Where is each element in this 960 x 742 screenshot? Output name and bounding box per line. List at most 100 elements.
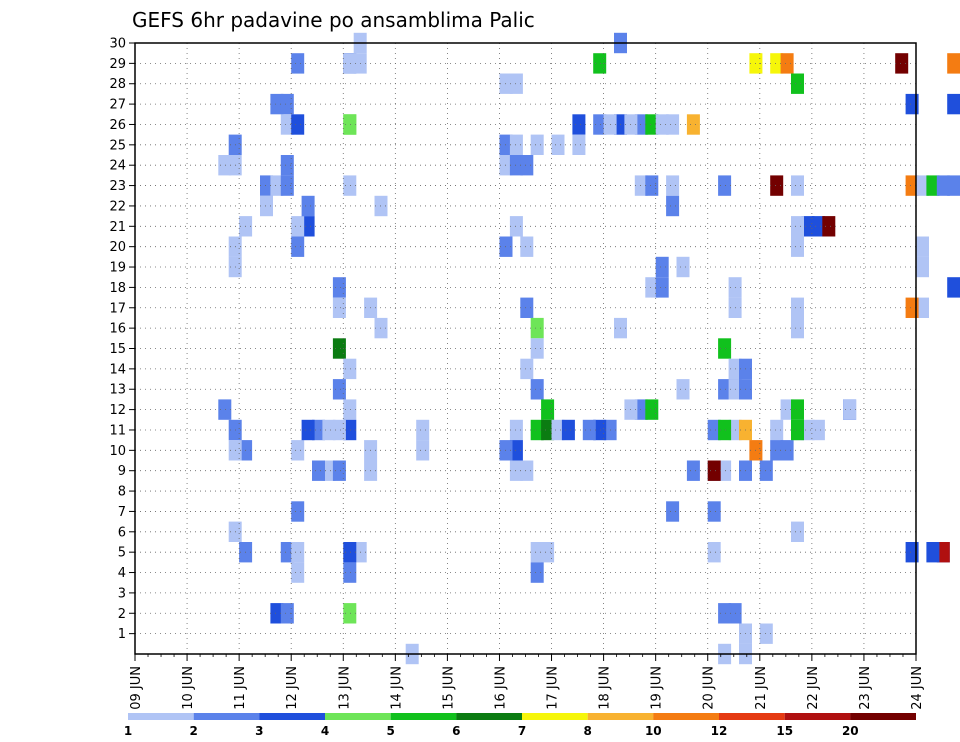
heatmap-cell [332, 460, 346, 481]
heatmap-cell [916, 236, 929, 257]
y-tick-label: 24 [109, 159, 126, 174]
heatmap-cell [343, 114, 357, 135]
heatmap-cell [593, 53, 607, 74]
heatmap-cell [291, 501, 305, 522]
heatmap-cell [312, 460, 325, 481]
heatmap-cell [530, 317, 544, 339]
heatmap-cell [718, 603, 732, 624]
y-tick-label: 23 [109, 179, 126, 194]
heatmap-cell [530, 379, 544, 400]
heatmap-cell [811, 419, 825, 441]
heatmap-cell [634, 399, 648, 420]
heatmap-cell [634, 175, 648, 196]
heatmap-cell [666, 501, 680, 522]
colorbar-swatch [193, 713, 260, 720]
y-tick-label: 26 [109, 118, 126, 133]
y-tick-label: 10 [109, 444, 126, 459]
x-tick-label: 24 JUN [910, 666, 925, 710]
heatmap-cell [770, 440, 784, 461]
heatmap-cell [509, 155, 523, 176]
y-tick-label: 11 [109, 423, 126, 438]
heatmap-cell [718, 460, 732, 481]
heatmap-cell [801, 419, 815, 441]
x-tick-label: 22 JUN [806, 666, 821, 710]
heatmap-cell [645, 175, 659, 196]
heatmap-cell [343, 358, 357, 380]
y-tick-label: 20 [109, 240, 126, 255]
heatmap-cell [718, 379, 732, 400]
heatmap-cell [780, 440, 794, 461]
heatmap-cell [322, 460, 336, 481]
colorbar-swatch [653, 713, 719, 720]
y-tick-label: 5 [118, 546, 126, 561]
heatmap-cell [926, 175, 940, 196]
x-tick-label: 19 JUN [650, 666, 665, 710]
heatmap-cell [791, 419, 804, 441]
heatmap-cell [530, 338, 544, 359]
heatmap-cell [260, 175, 273, 196]
heatmap-cell [541, 542, 555, 563]
colorbar-label: 6 [452, 724, 460, 738]
heatmap-cell [791, 73, 804, 94]
y-tick-label: 16 [109, 322, 126, 337]
colorbar-label: 7 [518, 724, 526, 738]
heatmap-cell [895, 53, 909, 74]
heatmap-cell [520, 460, 534, 481]
x-tick-label: 17 JUN [546, 666, 561, 710]
y-tick-label: 14 [109, 362, 126, 377]
heatmap-cell [936, 175, 950, 196]
heatmap-cell [343, 603, 357, 624]
x-axis: 09 JUN 10 JUN 11 JUN 12 JUN 13 JUN 14 JUN 15 J… [129, 654, 925, 710]
cells-layer [218, 32, 960, 665]
heatmap-cell [322, 419, 336, 441]
heatmap-cell [509, 460, 523, 481]
heatmap-cell [551, 419, 565, 441]
colorbar-label: 20 [842, 724, 859, 738]
y-tick-label: 30 [109, 37, 126, 52]
x-tick-label: 15 JUN [441, 666, 456, 710]
heatmap-cell [676, 379, 690, 400]
heatmap-cell [280, 542, 294, 563]
heatmap-cell [791, 175, 804, 196]
heatmap-cell [509, 440, 523, 461]
heatmap-cell [520, 155, 534, 176]
heatmap-cell [561, 419, 575, 441]
x-tick-label: 14 JUN [389, 666, 404, 710]
heatmap-cell [332, 297, 346, 318]
heatmap-cell [843, 399, 857, 420]
heatmap-cell [655, 256, 669, 278]
heatmap-cell [343, 542, 357, 563]
heatmap-cell [416, 419, 430, 441]
heatmap-cell [343, 175, 357, 196]
chart-title: GEFS 6hr padavine po ansamblima Palic [132, 8, 535, 32]
heatmap-cell [666, 114, 680, 135]
heatmap-cell [707, 542, 721, 563]
heatmap-cell [686, 114, 700, 135]
heatmap-cell [718, 175, 732, 196]
heatmap-cell [676, 256, 690, 278]
colorbar-label: 12 [711, 724, 728, 738]
heatmap-cell [301, 419, 315, 441]
heatmap-cell [666, 195, 680, 217]
heatmap-cell [666, 175, 680, 196]
heatmap-cell [541, 399, 555, 420]
x-tick-label: 10 JUN [181, 666, 196, 710]
heatmap-cell [551, 134, 565, 155]
heatmap-cell [780, 53, 794, 74]
colorbar: 1 2 3 4 5 6 7 8 10 12 15 20 [124, 713, 916, 738]
heatmap-cell [291, 236, 305, 257]
colorbar-swatch [850, 713, 916, 720]
heatmap-cell [718, 338, 732, 359]
y-tick-label: 9 [118, 464, 126, 479]
colorbar-swatch [522, 713, 588, 720]
y-tick-label: 19 [109, 261, 126, 276]
x-tick-label: 11 JUN [233, 666, 248, 710]
y-tick-label: 27 [109, 98, 126, 113]
heatmap-cell [280, 603, 294, 624]
x-tick-label: 21 JUN [754, 666, 769, 710]
heatmap-cell [520, 236, 534, 257]
heatmap-cell [770, 175, 784, 196]
heatmap-cell [759, 460, 773, 481]
heatmap-cell [801, 216, 815, 237]
y-tick-label: 6 [118, 525, 126, 540]
